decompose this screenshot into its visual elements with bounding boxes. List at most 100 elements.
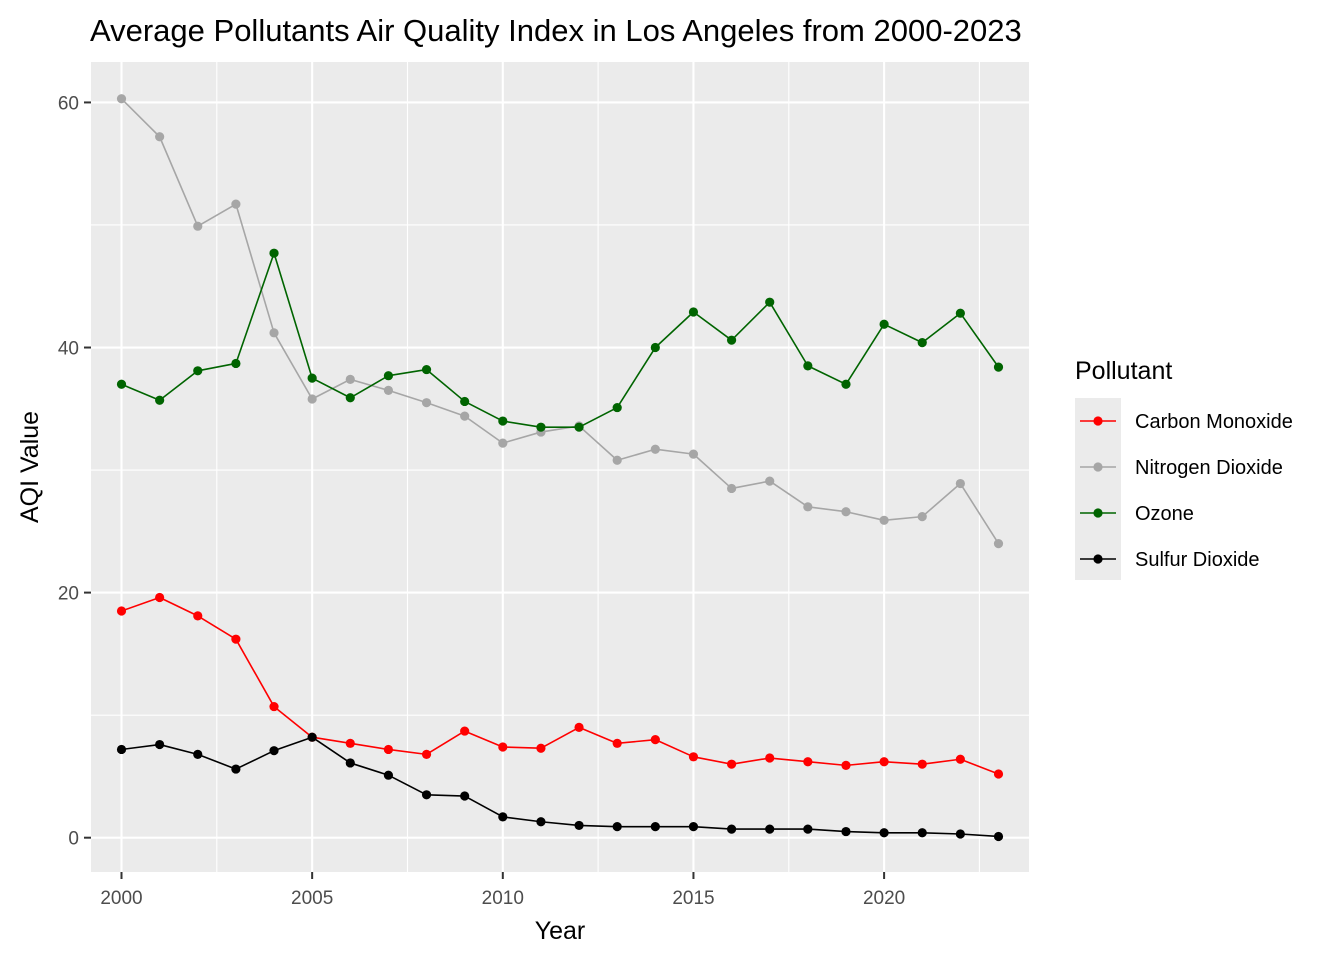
data-point-carbon-monoxide [765, 753, 775, 763]
series-sulfur-dioxide [116, 732, 1004, 842]
series-layer [116, 94, 1004, 842]
data-point-carbon-monoxide [841, 760, 851, 770]
x-tick-label: 2020 [863, 888, 905, 909]
x-axis-title: Year [535, 917, 586, 945]
data-point-ozone [955, 308, 965, 318]
data-point-ozone [155, 395, 165, 405]
data-point-nitrogen-dioxide [612, 455, 622, 465]
data-point-ozone [498, 416, 508, 426]
legend-key-background [1075, 398, 1121, 580]
series-carbon-monoxide [116, 592, 1004, 779]
data-point-nitrogen-dioxide [345, 374, 355, 384]
data-point-ozone [421, 364, 432, 375]
data-point-ozone [650, 342, 660, 353]
data-point-sulfur-dioxide [917, 828, 927, 838]
data-point-ozone [612, 402, 622, 413]
data-point-carbon-monoxide [345, 738, 355, 748]
minor-gridlines [91, 62, 1029, 872]
data-point-ozone [269, 248, 279, 258]
y-tick-label: 60 [58, 93, 79, 114]
data-point-carbon-monoxide [917, 759, 927, 769]
series-ozone [116, 248, 1004, 432]
series-line-ozone [121, 252, 1000, 428]
data-point-ozone [841, 379, 851, 389]
data-point-sulfur-dioxide [269, 746, 279, 756]
data-point-sulfur-dioxide [307, 732, 317, 742]
data-point-sulfur-dioxide [460, 791, 470, 801]
data-point-sulfur-dioxide [955, 829, 965, 839]
data-point-carbon-monoxide [231, 634, 241, 644]
x-tick-label: 2005 [291, 888, 333, 909]
data-point-carbon-monoxide [955, 754, 965, 764]
data-point-nitrogen-dioxide [383, 385, 394, 396]
legend-item-carbon-monoxide: Carbon Monoxide [1080, 411, 1293, 433]
data-point-nitrogen-dioxide [993, 538, 1004, 549]
x-axis: 2000 2005 2010 2015 2020 [100, 872, 905, 909]
data-point-nitrogen-dioxide [955, 478, 965, 489]
series-line-carbon-monoxide [121, 596, 999, 775]
data-point-carbon-monoxide [155, 592, 165, 603]
legend-key-point [1093, 508, 1103, 518]
data-point-sulfur-dioxide [421, 790, 432, 800]
y-axis: 0 20 40 60 [58, 93, 91, 850]
x-tick-label: 2000 [100, 888, 142, 909]
data-point-carbon-monoxide [726, 759, 737, 769]
data-point-nitrogen-dioxide [917, 512, 927, 522]
data-point-nitrogen-dioxide [421, 398, 432, 408]
data-point-nitrogen-dioxide [841, 507, 851, 517]
data-point-ozone [765, 297, 775, 307]
y-axis-title: AQI Value [16, 411, 44, 523]
data-point-sulfur-dioxide [765, 824, 775, 834]
plot-panel [91, 62, 1029, 872]
data-point-sulfur-dioxide [574, 820, 584, 831]
data-point-carbon-monoxide [460, 726, 470, 736]
series-line-sulfur-dioxide [121, 736, 999, 838]
data-point-carbon-monoxide [421, 749, 432, 759]
data-point-nitrogen-dioxide [498, 438, 508, 448]
data-point-nitrogen-dioxide [879, 515, 889, 525]
data-point-sulfur-dioxide [498, 812, 508, 822]
data-point-sulfur-dioxide [231, 764, 241, 774]
data-point-ozone [383, 371, 394, 381]
data-point-nitrogen-dioxide [803, 502, 813, 512]
data-point-nitrogen-dioxide [726, 483, 737, 494]
data-point-ozone [307, 373, 317, 383]
data-point-carbon-monoxide [574, 722, 584, 733]
data-point-nitrogen-dioxide [307, 394, 317, 404]
series-line-nitrogen-dioxide [120, 98, 1000, 545]
legend-label: Carbon Monoxide [1135, 411, 1293, 433]
data-point-ozone [917, 338, 927, 348]
legend-label: Ozone [1135, 503, 1194, 525]
legend-item-nitrogen-dioxide: Nitrogen Dioxide [1080, 457, 1283, 479]
data-point-sulfur-dioxide [841, 826, 851, 837]
data-point-carbon-monoxide [383, 744, 394, 755]
data-point-sulfur-dioxide [536, 817, 546, 827]
data-point-carbon-monoxide [116, 606, 127, 616]
data-point-carbon-monoxide [269, 701, 279, 712]
data-point-carbon-monoxide [612, 738, 622, 748]
data-point-ozone [574, 422, 584, 432]
data-point-nitrogen-dioxide [231, 199, 241, 209]
data-point-sulfur-dioxide [993, 831, 1004, 842]
data-point-sulfur-dioxide [193, 749, 203, 759]
legend-key-point [1093, 554, 1103, 564]
data-point-nitrogen-dioxide [116, 94, 127, 104]
legend-key-point [1093, 462, 1103, 472]
data-point-carbon-monoxide [879, 757, 889, 767]
data-point-nitrogen-dioxide [765, 476, 775, 486]
data-point-carbon-monoxide [498, 742, 508, 752]
data-point-ozone [536, 422, 546, 432]
legend-label: Sulfur Dioxide [1135, 549, 1260, 571]
data-point-carbon-monoxide [536, 743, 546, 753]
x-tick-label: 2015 [672, 888, 714, 909]
data-point-nitrogen-dioxide [460, 411, 470, 421]
data-point-sulfur-dioxide [345, 758, 355, 768]
data-point-ozone [460, 396, 470, 407]
legend-item-ozone: Ozone [1080, 503, 1194, 525]
data-point-sulfur-dioxide [612, 822, 622, 832]
data-point-sulfur-dioxide [879, 828, 889, 838]
data-point-sulfur-dioxide [726, 824, 737, 834]
y-tick-label: 0 [68, 829, 79, 850]
series-nitrogen-dioxide [116, 94, 1004, 549]
